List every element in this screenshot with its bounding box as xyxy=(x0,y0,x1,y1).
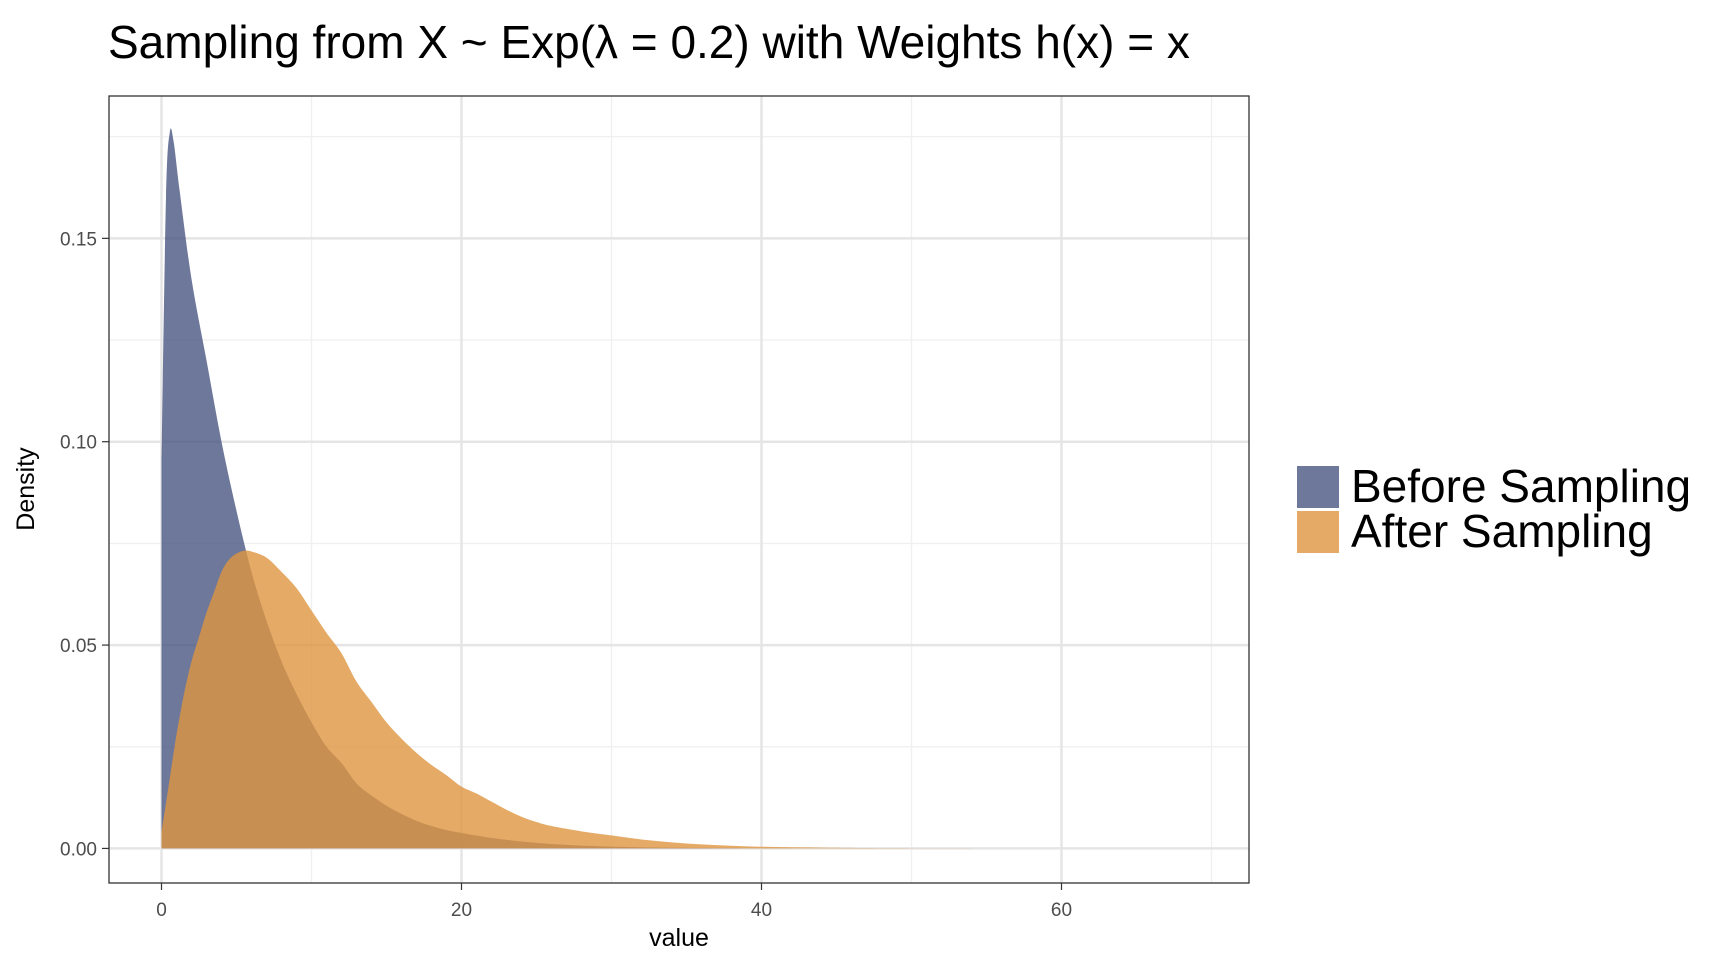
x-tick-label: 0 xyxy=(156,900,167,921)
legend-key-before-sampling xyxy=(1297,466,1339,508)
legend-label-after-sampling: After Sampling xyxy=(1351,505,1653,557)
y-axis-label: Density xyxy=(12,447,40,531)
minor-gridlines xyxy=(109,96,1249,883)
y-tick-label: 0.10 xyxy=(60,433,97,454)
x-axis-label: value xyxy=(649,924,709,952)
density-area-after-sampling xyxy=(161,550,1092,849)
y-tick-label: 0.15 xyxy=(60,229,97,250)
plot-panel-border xyxy=(108,95,1250,884)
plot-panel xyxy=(108,95,1250,884)
x-axis: 0 20 40 60 xyxy=(156,883,1072,921)
x-tick-label: 40 xyxy=(751,900,772,921)
legend-label-before-sampling: Before Sampling xyxy=(1351,460,1691,512)
density-areas xyxy=(161,128,1092,849)
x-tick-label: 60 xyxy=(1051,900,1072,921)
y-axis: 0.00 0.05 0.10 0.15 xyxy=(60,229,109,860)
chart-title: Sampling from X ~ Exp(λ = 0.2) with Weig… xyxy=(108,16,1190,68)
y-tick-label: 0.00 xyxy=(60,839,97,860)
legend-key-after-sampling xyxy=(1297,511,1339,553)
y-tick-label: 0.05 xyxy=(60,636,97,657)
major-gridlines xyxy=(109,96,1249,883)
x-tick-label: 20 xyxy=(451,900,472,921)
